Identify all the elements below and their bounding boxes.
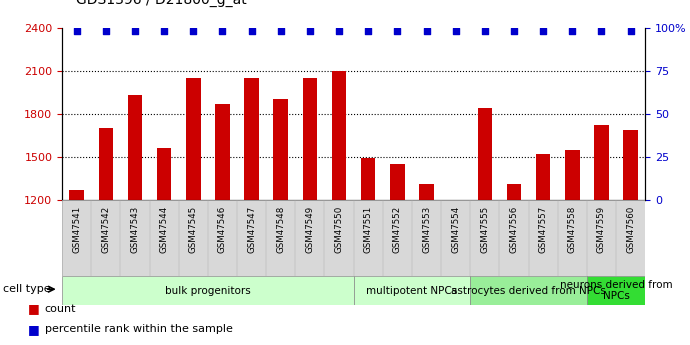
Point xyxy=(333,28,344,34)
Bar xyxy=(99,128,113,200)
Text: GSM47555: GSM47555 xyxy=(480,206,489,254)
Text: GSM47544: GSM47544 xyxy=(159,206,168,254)
Bar xyxy=(186,78,201,200)
Bar xyxy=(62,276,353,305)
Bar xyxy=(332,71,346,200)
Text: multipotent NPCs: multipotent NPCs xyxy=(366,286,457,296)
Text: GSM47551: GSM47551 xyxy=(364,206,373,254)
Text: GSM47559: GSM47559 xyxy=(597,206,606,253)
Point xyxy=(421,28,432,34)
Point xyxy=(596,28,607,34)
Point xyxy=(100,28,111,34)
Point xyxy=(304,28,315,34)
Text: cell type: cell type xyxy=(3,284,51,294)
Bar xyxy=(215,104,230,200)
Point xyxy=(275,28,286,34)
Text: ■: ■ xyxy=(28,302,39,315)
Point xyxy=(159,28,170,34)
Bar xyxy=(70,190,84,200)
Point xyxy=(188,28,199,34)
Text: GSM47543: GSM47543 xyxy=(130,206,139,254)
Text: GDS1396 / D21800_g_at: GDS1396 / D21800_g_at xyxy=(76,0,246,7)
Text: count: count xyxy=(45,304,77,314)
Text: GSM47557: GSM47557 xyxy=(539,206,548,254)
Text: GSM47545: GSM47545 xyxy=(189,206,198,254)
Bar xyxy=(565,150,580,200)
Text: GSM47548: GSM47548 xyxy=(276,206,285,254)
Point xyxy=(480,28,491,34)
Bar xyxy=(303,78,317,200)
Bar xyxy=(361,158,375,200)
Text: GSM47541: GSM47541 xyxy=(72,206,81,254)
Bar xyxy=(623,130,638,200)
Bar xyxy=(353,276,471,305)
Bar xyxy=(506,184,521,200)
Text: GSM47554: GSM47554 xyxy=(451,206,460,254)
Point xyxy=(450,28,461,34)
Bar xyxy=(390,164,404,200)
Text: GSM47547: GSM47547 xyxy=(247,206,256,254)
Point xyxy=(363,28,374,34)
Point xyxy=(130,28,141,34)
Text: GSM47558: GSM47558 xyxy=(568,206,577,254)
Bar xyxy=(536,154,551,200)
Bar xyxy=(477,108,492,200)
Bar xyxy=(273,99,288,200)
Point xyxy=(246,28,257,34)
Text: GSM47546: GSM47546 xyxy=(218,206,227,254)
Text: GSM47556: GSM47556 xyxy=(509,206,518,254)
Bar xyxy=(157,148,171,200)
Bar xyxy=(420,184,434,200)
Point xyxy=(392,28,403,34)
Text: ■: ■ xyxy=(28,323,39,336)
Text: GSM47552: GSM47552 xyxy=(393,206,402,254)
Text: GSM47542: GSM47542 xyxy=(101,206,110,254)
Text: GSM47550: GSM47550 xyxy=(335,206,344,254)
Text: GSM47549: GSM47549 xyxy=(306,206,315,253)
Text: bulk progenitors: bulk progenitors xyxy=(165,286,250,296)
Point xyxy=(566,28,578,34)
Bar xyxy=(128,95,142,200)
Point xyxy=(71,28,82,34)
Point xyxy=(538,28,549,34)
Text: astrocytes derived from NPCs: astrocytes derived from NPCs xyxy=(451,286,606,296)
Text: GSM47560: GSM47560 xyxy=(626,206,635,254)
Text: GSM47553: GSM47553 xyxy=(422,206,431,254)
Bar xyxy=(244,78,259,200)
Point xyxy=(217,28,228,34)
Bar xyxy=(471,276,586,305)
Point xyxy=(509,28,520,34)
Text: neurons derived from
NPCs: neurons derived from NPCs xyxy=(560,280,672,302)
Point xyxy=(625,28,636,34)
Text: percentile rank within the sample: percentile rank within the sample xyxy=(45,325,233,334)
Bar xyxy=(594,125,609,200)
Bar xyxy=(586,276,645,305)
